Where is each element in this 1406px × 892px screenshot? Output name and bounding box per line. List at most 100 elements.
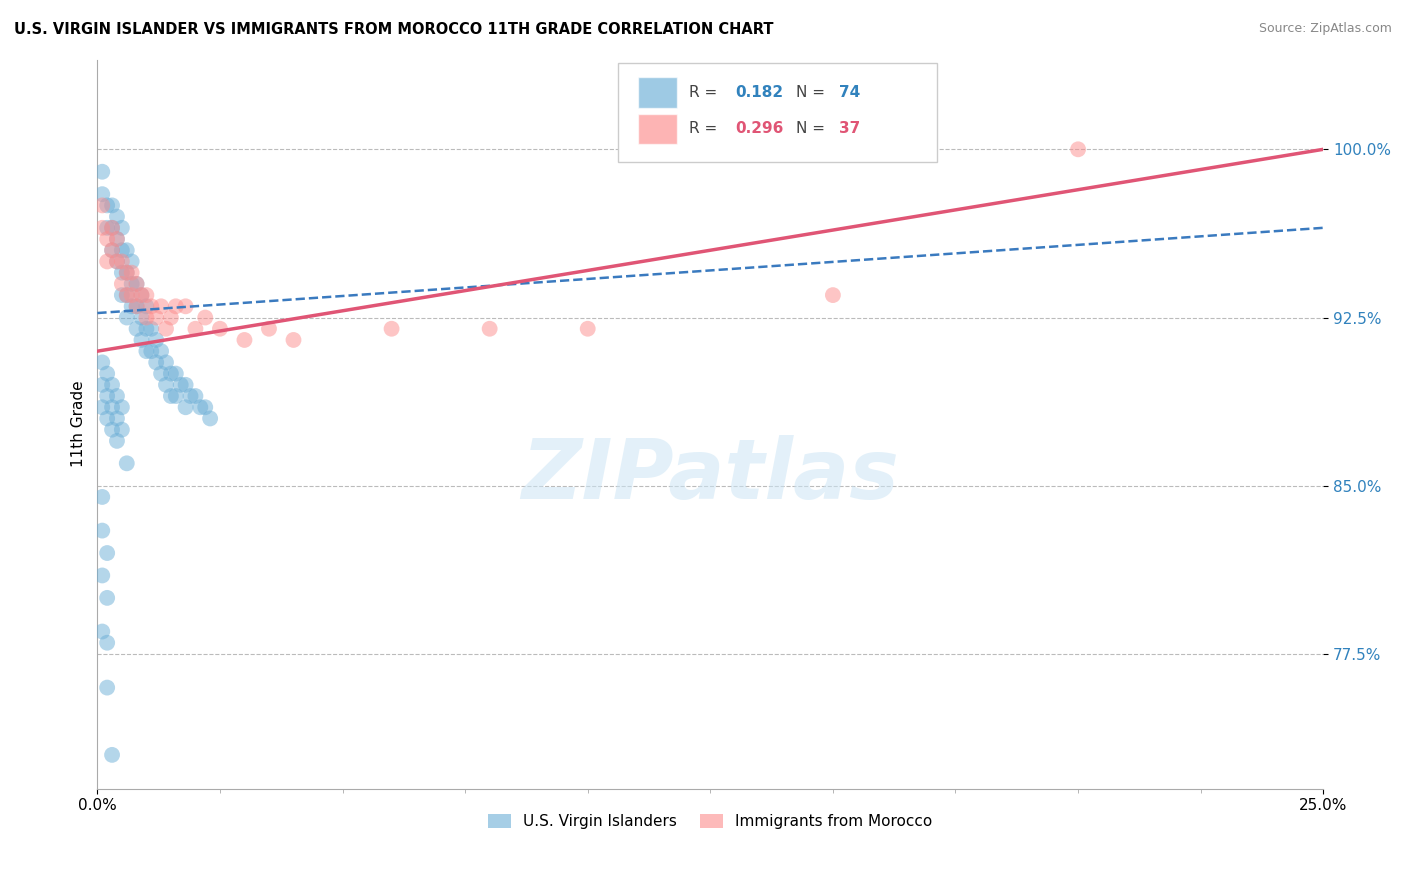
- Point: [91, 524, 114, 538]
- Point: [91, 401, 114, 415]
- Point: [101, 220, 124, 235]
- Point: [96, 367, 118, 381]
- Text: 37: 37: [839, 121, 860, 136]
- Point: [96, 198, 118, 212]
- Point: [96, 591, 118, 605]
- Point: [111, 401, 134, 415]
- Point: [101, 244, 124, 258]
- Point: [125, 299, 148, 313]
- Point: [121, 288, 143, 302]
- Text: 74: 74: [839, 85, 860, 100]
- Point: [105, 434, 128, 448]
- Point: [121, 277, 143, 291]
- Point: [111, 277, 134, 291]
- Point: [170, 377, 193, 392]
- Point: [91, 377, 114, 392]
- Point: [91, 165, 114, 179]
- Point: [198, 411, 221, 425]
- Point: [194, 310, 217, 325]
- Text: 0.296: 0.296: [735, 121, 783, 136]
- Point: [160, 389, 183, 403]
- Point: [91, 490, 114, 504]
- Point: [96, 254, 118, 268]
- Point: [131, 288, 153, 302]
- Point: [141, 344, 163, 359]
- Text: ZIPatlas: ZIPatlas: [522, 434, 900, 516]
- Point: [180, 389, 202, 403]
- Point: [125, 299, 148, 313]
- Point: [150, 344, 173, 359]
- Point: [155, 355, 177, 369]
- Point: [131, 333, 153, 347]
- Point: [135, 310, 157, 325]
- Text: Source: ZipAtlas.com: Source: ZipAtlas.com: [1258, 22, 1392, 36]
- Point: [141, 299, 163, 313]
- Point: [105, 411, 128, 425]
- Text: N =: N =: [796, 85, 830, 100]
- Point: [105, 389, 128, 403]
- Point: [257, 322, 280, 336]
- Point: [141, 322, 163, 336]
- Point: [135, 344, 157, 359]
- Text: R =: R =: [689, 85, 723, 100]
- Point: [96, 546, 118, 560]
- Point: [101, 747, 124, 762]
- Text: U.S. VIRGIN ISLANDER VS IMMIGRANTS FROM MOROCCO 11TH GRADE CORRELATION CHART: U.S. VIRGIN ISLANDER VS IMMIGRANTS FROM …: [14, 22, 773, 37]
- Point: [101, 377, 124, 392]
- Legend: U.S. Virgin Islanders, Immigrants from Morocco: U.S. Virgin Islanders, Immigrants from M…: [482, 808, 939, 836]
- Point: [125, 277, 148, 291]
- Point: [194, 401, 217, 415]
- Point: [111, 423, 134, 437]
- Point: [150, 367, 173, 381]
- Point: [150, 299, 173, 313]
- Point: [135, 322, 157, 336]
- Point: [91, 198, 114, 212]
- Point: [115, 288, 138, 302]
- Point: [135, 288, 157, 302]
- Point: [101, 401, 124, 415]
- Point: [91, 187, 114, 202]
- Point: [115, 288, 138, 302]
- Point: [145, 355, 167, 369]
- Point: [174, 299, 197, 313]
- Point: [165, 389, 187, 403]
- Point: [381, 322, 404, 336]
- Point: [208, 322, 231, 336]
- Point: [96, 681, 118, 695]
- Point: [165, 299, 187, 313]
- Point: [283, 333, 305, 347]
- Point: [91, 568, 114, 582]
- Point: [145, 310, 167, 325]
- Point: [184, 322, 207, 336]
- Point: [121, 299, 143, 313]
- Point: [160, 310, 183, 325]
- Point: [101, 244, 124, 258]
- Point: [115, 244, 138, 258]
- Point: [96, 411, 118, 425]
- FancyBboxPatch shape: [619, 63, 938, 161]
- Point: [105, 254, 128, 268]
- Point: [160, 367, 183, 381]
- Point: [105, 254, 128, 268]
- Point: [111, 266, 134, 280]
- Point: [115, 456, 138, 470]
- Point: [105, 210, 128, 224]
- Point: [101, 220, 124, 235]
- Point: [111, 220, 134, 235]
- Point: [184, 389, 207, 403]
- Point: [1067, 142, 1090, 156]
- Point: [111, 254, 134, 268]
- Point: [111, 244, 134, 258]
- Point: [91, 220, 114, 235]
- Text: N =: N =: [796, 121, 830, 136]
- Point: [115, 310, 138, 325]
- Point: [96, 232, 118, 246]
- Point: [125, 277, 148, 291]
- Point: [145, 333, 167, 347]
- Point: [821, 288, 844, 302]
- Y-axis label: 11th Grade: 11th Grade: [72, 381, 86, 467]
- Text: R =: R =: [689, 121, 723, 136]
- Point: [165, 367, 187, 381]
- Point: [155, 322, 177, 336]
- Point: [101, 198, 124, 212]
